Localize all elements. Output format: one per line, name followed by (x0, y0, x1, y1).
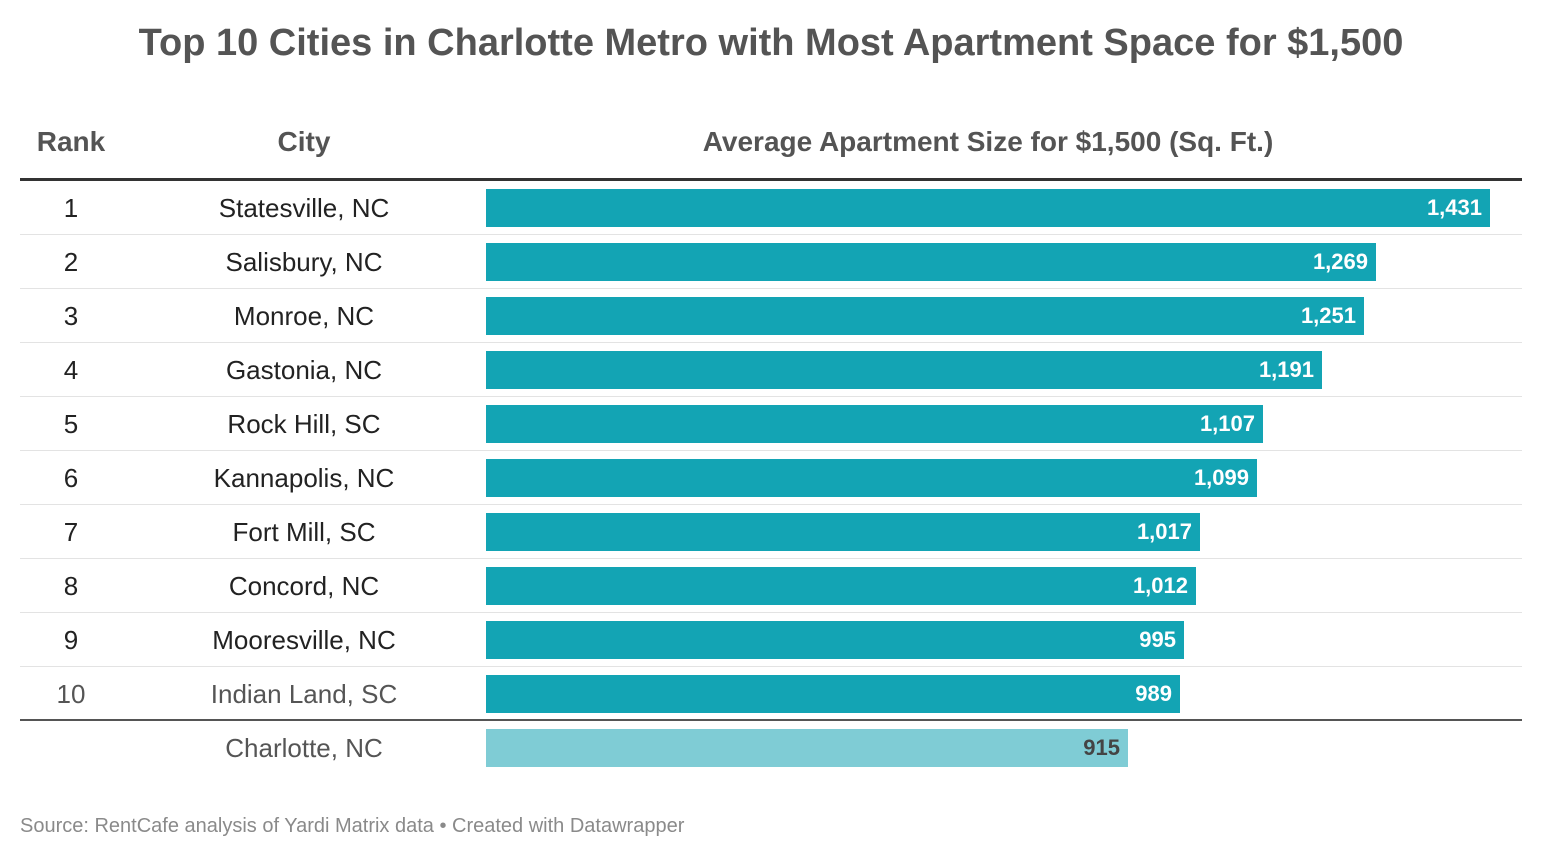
rank-cell: 7 (63, 517, 79, 547)
rank-cell: 5 (63, 409, 79, 439)
bar: 995 (486, 621, 1184, 659)
city-cell: Mooresville, NC (212, 625, 396, 655)
city-cell: Charlotte, NC (225, 733, 383, 763)
rank-cell: 2 (63, 247, 79, 277)
city-cell: Concord, NC (228, 571, 380, 601)
rank-cell: 8 (63, 571, 79, 601)
bar: 1,269 (486, 243, 1376, 281)
bar: 1,251 (486, 297, 1364, 335)
bar-value-label: 1,191 (1258, 357, 1314, 382)
bar-value-label: 1,431 (1426, 195, 1482, 220)
bar-value-label: 1,251 (1300, 303, 1356, 328)
bar: 1,191 (486, 351, 1322, 389)
bar: 1,017 (486, 513, 1200, 551)
city-cell: Statesville, NC (218, 193, 390, 223)
reference-row: Charlotte, NC 915 (20, 721, 1522, 775)
table-row: 7 Fort Mill, SC 1,017 (20, 505, 1522, 559)
column-header-value: Average Apartment Size for $1,500 (Sq. F… (702, 126, 1274, 157)
city-cell: Monroe, NC (233, 301, 375, 331)
header-divider (20, 178, 1522, 181)
column-header-rank: Rank (36, 126, 106, 157)
column-header-city: City (277, 126, 331, 157)
bar: 1,099 (486, 459, 1257, 497)
rank-cell: 3 (63, 301, 79, 331)
city-cell: Salisbury, NC (225, 247, 383, 277)
bar-value-label: 1,107 (1199, 411, 1255, 436)
city-cell: Rock Hill, SC (227, 409, 381, 439)
bar: 1,431 (486, 189, 1490, 227)
rank-cell: 10 (56, 679, 86, 709)
reference-divider (20, 719, 1522, 721)
table-row: 1 Statesville, NC 1,431 (20, 181, 1522, 235)
bar-value-label: 995 (1139, 627, 1176, 652)
city-cell: Fort Mill, SC (232, 517, 376, 547)
table-row: 4 Gastonia, NC 1,191 (20, 343, 1522, 397)
table-row: 2 Salisbury, NC 1,269 (20, 235, 1522, 289)
table-row: 6 Kannapolis, NC 1,099 (20, 451, 1522, 505)
city-cell: Indian Land, SC (210, 679, 398, 709)
bar: 915 (486, 729, 1128, 767)
city-cell: Kannapolis, NC (213, 463, 395, 493)
table-row: 8 Concord, NC 1,012 (20, 559, 1522, 613)
bar: 989 (486, 675, 1180, 713)
table-row: 5 Rock Hill, SC 1,107 (20, 397, 1522, 451)
bar-value-label: 1,099 (1193, 465, 1249, 490)
bar-value-label: 1,269 (1312, 249, 1368, 274)
bar-value-label: 1,017 (1136, 519, 1192, 544)
rank-cell: 9 (63, 625, 79, 655)
chart-title: Top 10 Cities in Charlotte Metro with Mo… (138, 22, 1404, 64)
rank-cell (20, 721, 122, 775)
rank-cell: 1 (63, 193, 79, 223)
bar: 1,107 (486, 405, 1263, 443)
table-row: 10 Indian Land, SC 989 (20, 667, 1522, 721)
table-row: 9 Mooresville, NC 995 (20, 613, 1522, 667)
rank-cell: 4 (63, 355, 79, 385)
bar-value-label: 989 (1135, 681, 1172, 706)
city-cell: Gastonia, NC (225, 355, 383, 385)
source-footer: Source: RentCafe analysis of Yardi Matri… (20, 815, 685, 837)
rank-cell: 6 (63, 463, 79, 493)
bar-value-label: 915 (1083, 735, 1120, 760)
bar: 1,012 (486, 567, 1196, 605)
table-row: 3 Monroe, NC 1,251 (20, 289, 1522, 343)
bar-value-label: 1,012 (1132, 573, 1188, 598)
